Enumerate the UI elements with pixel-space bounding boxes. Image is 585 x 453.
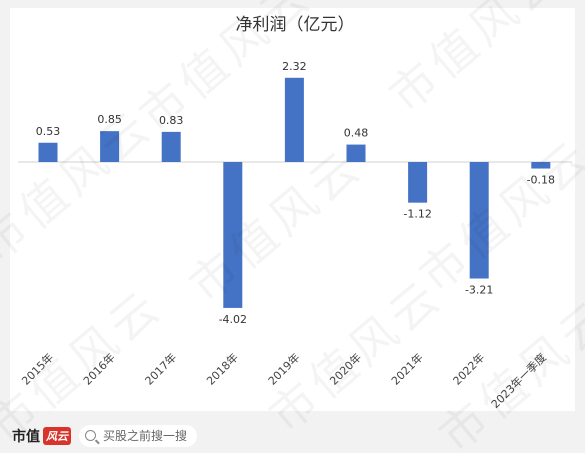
brand-text: 市值 [12,428,40,445]
category-label: 2020年 [327,350,364,387]
chart-title: 净利润（亿元） [236,15,355,35]
brand-logo: 市值 风云 [12,426,71,446]
category-labels: 2015年 2016年 2017年 2018年 2019年 2020年 2021年 2022年… [19,350,549,411]
value-label: -1.12 [403,208,431,221]
bar [284,77,304,162]
bar [38,142,58,162]
bar [223,162,243,308]
category-label: 2017年 [142,350,179,387]
category-label: 2019年 [265,350,302,387]
search-text: 买股之前搜一搜 [103,429,188,443]
category-label: 2021年 [388,350,425,387]
brand-badge: 风云 [43,426,71,445]
value-label: -4.02 [219,313,247,326]
category-label: 2022年 [450,350,487,387]
bar [161,131,181,162]
value-label: 0.53 [36,125,61,138]
value-label: 0.85 [97,113,122,126]
value-label: -3.21 [465,284,493,297]
value-label: 0.48 [344,127,369,140]
bar [531,162,551,169]
category-label: 2018年 [203,350,240,387]
category-label: 2015年 [19,350,56,387]
value-label: 0.83 [159,114,184,127]
bar [346,144,366,162]
value-label: 2.32 [282,60,307,73]
search-icon [85,430,96,441]
bars [38,77,551,308]
footer: 市值 风云 买股之前搜一搜 [0,418,585,453]
category-label: 2023年一季度 [488,350,549,411]
category-label: 2016年 [80,350,117,387]
value-labels: 0.53 0.85 0.83 -4.02 2.32 0.48 -1.12 -3.21 -0.18 [36,60,555,326]
value-label: -0.18 [527,174,555,187]
bar [100,131,120,162]
search-box[interactable]: 买股之前搜一搜 [79,424,198,447]
bar [408,162,428,203]
bar [469,162,489,279]
